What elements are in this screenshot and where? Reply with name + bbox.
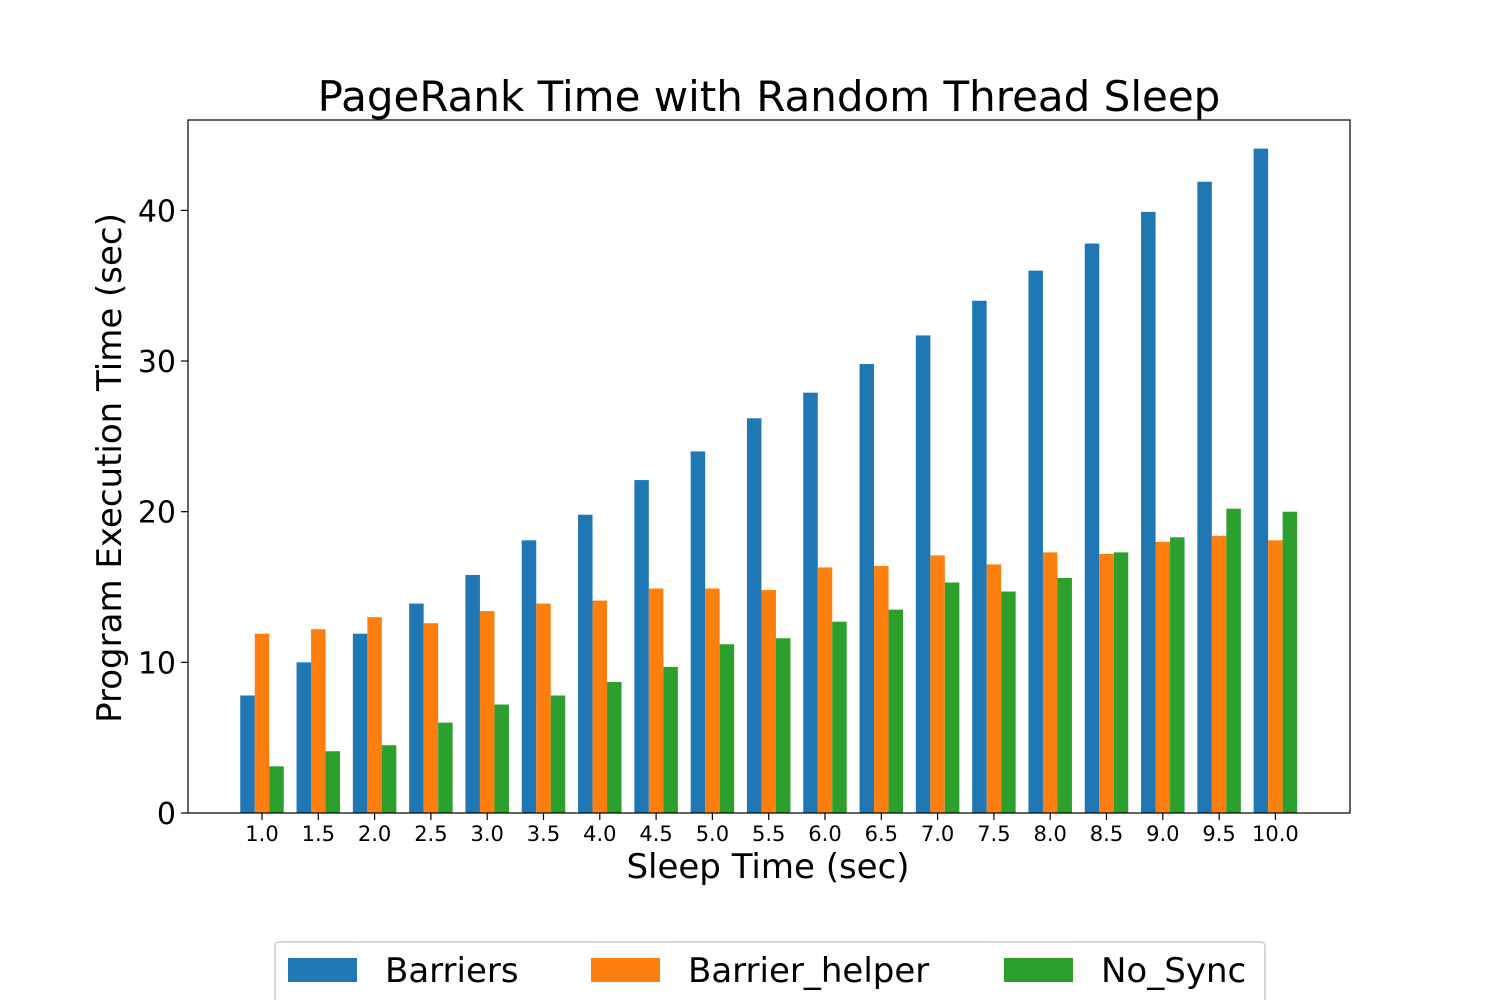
x-tick-label: 8.5 — [1090, 822, 1123, 846]
bar-barriers-7.0 — [915, 335, 931, 813]
x-tick-label: 3.5 — [527, 822, 560, 846]
bar-barrier-helper-9.0 — [1155, 541, 1171, 813]
y-axis-label: Program Execution Time (sec) — [90, 213, 130, 723]
bar-no-sync-5.5 — [775, 638, 791, 813]
bar-barrier-helper-5.0 — [705, 588, 720, 813]
bar-no-sync-2.5 — [438, 722, 453, 813]
bar-barriers-8.5 — [1084, 243, 1100, 813]
bar-no-sync-8.5 — [1113, 552, 1129, 813]
bar-no-sync-1.5 — [325, 751, 341, 813]
bar-barrier-helper-2.5 — [423, 623, 439, 813]
y-axis: 0 10 20 30 40 — [138, 194, 188, 832]
bar-barriers-2.0 — [352, 633, 368, 813]
bar-barrier-helper-3.5 — [536, 603, 551, 813]
bar-no-sync-4.0 — [607, 681, 622, 813]
x-tick-label: 4.0 — [583, 822, 616, 846]
bar-no-sync-9.5 — [1226, 508, 1241, 813]
bar-barriers-5.0 — [690, 451, 706, 813]
x-tick-label: 3.0 — [470, 822, 503, 846]
chart-title: PageRank Time with Random Thread Sleep — [318, 72, 1221, 121]
legend-swatch-barriers — [288, 958, 357, 982]
bar-barrier-helper-8.0 — [1042, 552, 1058, 813]
x-tick-label: 10.0 — [1252, 822, 1299, 846]
x-tick-label: 1.0 — [245, 822, 278, 846]
bar-barrier-helper-7.0 — [930, 555, 945, 813]
bar-barriers-1.0 — [240, 695, 255, 813]
bar-no-sync-9.0 — [1170, 537, 1185, 813]
bar-barriers-3.5 — [521, 540, 537, 813]
x-tick-label: 6.0 — [808, 822, 841, 846]
bar-no-sync-5.0 — [719, 644, 735, 813]
legend-label-barriers: Barriers — [385, 951, 519, 991]
x-tick-label: 9.5 — [1202, 822, 1235, 846]
bar-barrier-helper-6.5 — [874, 565, 889, 813]
bar-no-sync-6.5 — [888, 609, 904, 813]
x-tick-label: 1.5 — [302, 822, 335, 846]
x-tick-label: 7.5 — [977, 822, 1010, 846]
legend-swatch-no-sync — [1004, 958, 1073, 982]
bar-no-sync-2.0 — [381, 745, 397, 813]
bar-barrier-helper-4.5 — [648, 588, 664, 813]
bar-no-sync-3.5 — [550, 695, 566, 813]
bar-no-sync-3.0 — [494, 704, 509, 813]
legend-label-no-sync: No_Sync — [1101, 951, 1246, 991]
bar-barriers-4.0 — [578, 514, 593, 813]
y-tick-label: 40 — [138, 194, 176, 229]
bar-barriers-3.0 — [465, 574, 480, 813]
bar-barrier-helper-4.0 — [592, 600, 608, 813]
x-axis: 1.0 1.5 2.0 2.5 3.0 3.5 4.0 4.5 5.0 5.5 6.0 6.5 7.0 7… — [245, 813, 1299, 846]
bar-barriers-1.5 — [296, 662, 312, 813]
legend-swatch-barrier-helper — [591, 958, 660, 982]
x-tick-label: 4.5 — [639, 822, 672, 846]
legend: Barriers Barrier_helper No_Sync — [274, 941, 1266, 1000]
bar-barriers-2.5 — [409, 603, 424, 813]
x-tick-label: 5.0 — [696, 822, 729, 846]
bar-barriers-4.5 — [634, 480, 649, 813]
bar-no-sync-10.0 — [1282, 511, 1298, 813]
bars-group — [240, 148, 1298, 813]
bar-no-sync-8.0 — [1057, 577, 1072, 813]
legend-frame — [274, 941, 1266, 1000]
bar-barriers-9.0 — [1141, 211, 1156, 813]
bar-barrier-helper-8.5 — [1099, 553, 1114, 813]
y-tick-label: 30 — [138, 345, 176, 380]
bar-barrier-helper-1.5 — [311, 629, 326, 813]
bar-barriers-5.5 — [746, 418, 762, 813]
bar-no-sync-7.0 — [944, 582, 960, 813]
bar-no-sync-4.5 — [663, 666, 678, 813]
y-tick-label: 20 — [138, 496, 176, 531]
x-tick-label: 2.5 — [414, 822, 447, 846]
x-tick-label: 5.5 — [752, 822, 785, 846]
x-tick-label: 9.0 — [1146, 822, 1179, 846]
bar-barrier-helper-2.0 — [367, 617, 382, 813]
legend-label-barrier-helper: Barrier_helper — [688, 951, 929, 991]
y-tick-label: 10 — [138, 646, 176, 681]
bar-barriers-6.5 — [859, 364, 875, 813]
x-tick-label: 8.0 — [1033, 822, 1066, 846]
bar-no-sync-7.5 — [1001, 591, 1016, 813]
x-tick-label: 6.5 — [865, 822, 898, 846]
bar-barrier-helper-10.0 — [1268, 540, 1283, 813]
bar-barriers-9.5 — [1197, 181, 1212, 813]
bar-barrier-helper-3.0 — [479, 611, 495, 813]
y-tick-label: 0 — [157, 797, 176, 832]
bar-barriers-8.0 — [1028, 270, 1043, 813]
bar-barriers-10.0 — [1253, 148, 1269, 813]
x-tick-label: 2.0 — [358, 822, 391, 846]
bar-no-sync-1.0 — [269, 766, 284, 813]
bar-barrier-helper-6.0 — [817, 567, 833, 813]
bar-barriers-6.0 — [803, 392, 818, 813]
bar-barrier-helper-9.5 — [1211, 535, 1227, 813]
bar-barrier-helper-5.5 — [761, 590, 776, 813]
bar-barriers-7.5 — [972, 300, 987, 813]
x-tick-label: 7.0 — [921, 822, 954, 846]
x-axis-label: Sleep Time (sec) — [626, 847, 909, 887]
bar-barrier-helper-7.5 — [986, 564, 1002, 813]
bar-barrier-helper-1.0 — [254, 633, 270, 813]
bar-no-sync-6.0 — [832, 621, 847, 813]
